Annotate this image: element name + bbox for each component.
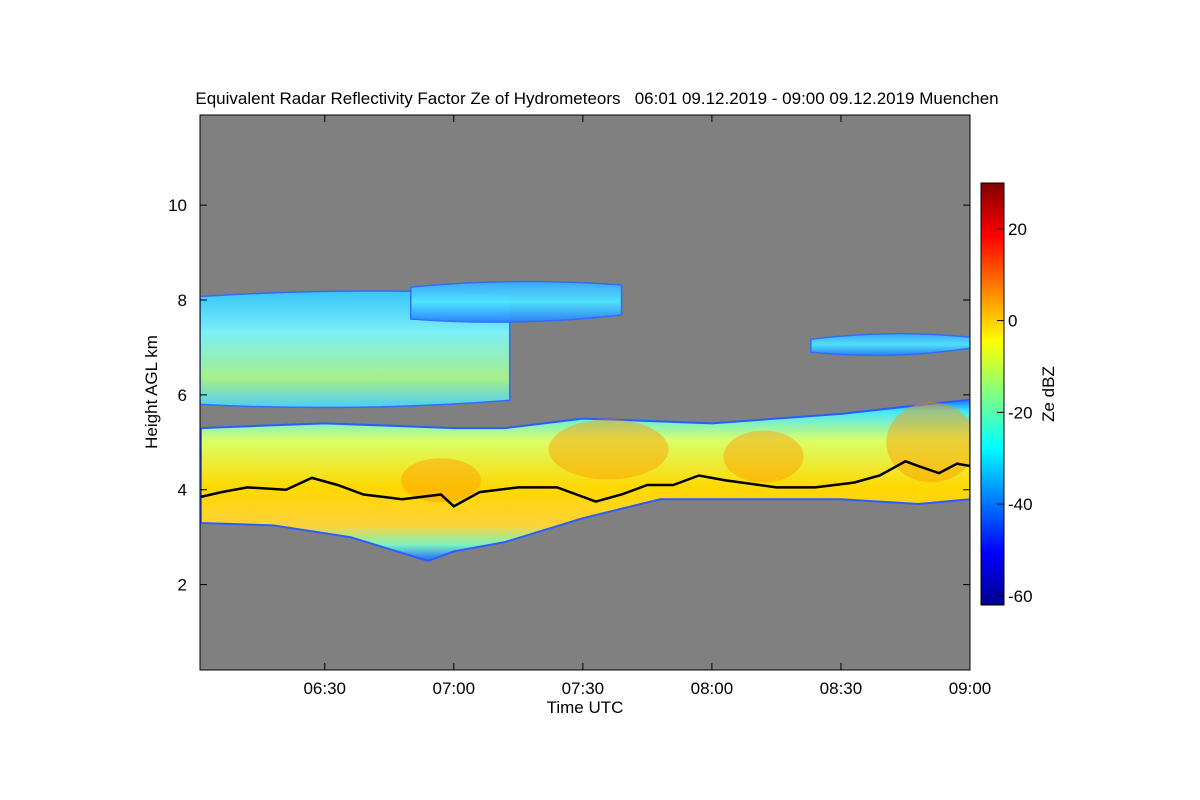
lower-cloud-layer	[200, 398, 970, 562]
colorbar-tick-label: -40	[1008, 495, 1033, 514]
x-tick-label: 08:30	[820, 679, 863, 698]
x-axis: 06:30 07:00 07:30 08:00 08:30 09:00	[303, 115, 991, 698]
y-axis-label: Height AGL km	[142, 335, 161, 449]
reflectivity-core	[548, 419, 669, 480]
y-tick-label: 10	[168, 196, 187, 215]
plot-frame	[199, 114, 971, 671]
reflectivity-core	[723, 430, 804, 483]
y-tick-label: 6	[178, 386, 187, 405]
y-axis: 2 4 6 8 10	[168, 196, 970, 595]
colorbar	[980, 182, 1005, 606]
colorbar-tick-label: 20	[1008, 220, 1027, 239]
reflectivity-field	[200, 280, 970, 562]
upper-cloud-layer	[810, 332, 970, 357]
y-tick-label: 8	[178, 291, 187, 310]
y-tick-label: 2	[178, 576, 187, 595]
x-tick-label: 09:00	[949, 679, 992, 698]
y-tick-label: 4	[178, 481, 187, 500]
x-tick-label: 07:30	[562, 679, 605, 698]
colorbar-tick-label: -60	[1008, 587, 1033, 606]
x-tick-label: 07:00	[433, 679, 476, 698]
x-axis-label: Time UTC	[547, 698, 624, 717]
melting-layer-line	[200, 459, 970, 508]
x-tick-label: 08:00	[691, 679, 734, 698]
colorbar-tick-label: -20	[1008, 403, 1033, 422]
upper-cloud-layer	[410, 280, 623, 323]
colorbar-label: Ze dBZ	[1039, 366, 1058, 422]
colorbar-tick-label: 0	[1008, 312, 1017, 331]
reflectivity-core	[400, 458, 481, 503]
colorbar-axis: 20 0 -20 -40 -60	[997, 220, 1033, 606]
chart-title: Equivalent Radar Reflectivity Factor Ze …	[195, 89, 998, 108]
x-tick-label: 06:30	[303, 679, 346, 698]
